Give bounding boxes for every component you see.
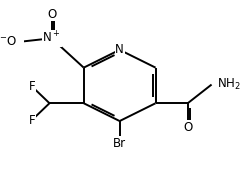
Text: N: N bbox=[115, 43, 124, 56]
Text: O: O bbox=[183, 121, 192, 134]
Text: F: F bbox=[29, 80, 35, 93]
Text: N$^+$: N$^+$ bbox=[42, 31, 61, 46]
Text: Br: Br bbox=[113, 137, 126, 150]
Text: O: O bbox=[47, 8, 56, 21]
Text: F: F bbox=[29, 114, 35, 127]
Text: $^{-}$O: $^{-}$O bbox=[0, 35, 17, 48]
Text: NH$_2$: NH$_2$ bbox=[217, 77, 241, 92]
